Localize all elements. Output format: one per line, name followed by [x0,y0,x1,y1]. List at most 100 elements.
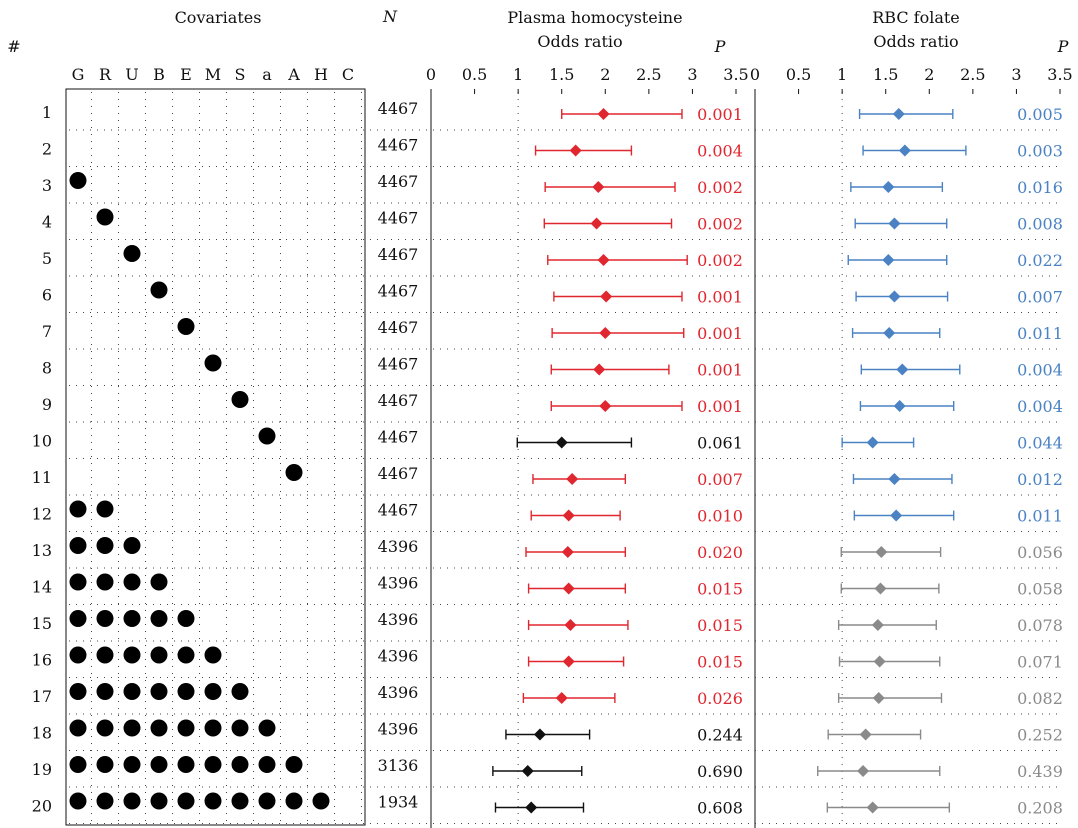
covariate-dot [258,756,276,773]
covariate-dot [69,573,87,591]
n-value: 4467 [378,318,419,337]
covariate-dot [96,610,114,627]
odds-ratio-point [599,400,612,412]
covariate-dot [150,573,168,591]
row-number: 16 [32,651,52,670]
p-value: 0.007 [1017,288,1063,307]
p-value: 0.001 [697,361,743,380]
n-value: 4396 [378,720,419,739]
axis-tick-label: 0.5 [462,65,487,84]
covariate-dot [204,683,222,700]
n-value: 4467 [378,428,419,447]
covariate-letter-M: M [205,65,221,84]
row-number: 20 [32,797,52,816]
n-value: 1934 [378,793,419,812]
covariate-dot [177,318,195,335]
covariate-dot [123,245,141,262]
odds-ratio-point [593,363,606,376]
covariate-dot [177,792,195,810]
p-value: 0.056 [1017,543,1063,562]
homocysteine-subtitle: Odds ratio [537,32,622,51]
p-value: 0.022 [1017,251,1063,270]
axis-tick-label: 1 [837,65,847,84]
n-value: 4396 [378,537,419,556]
covariate-dot [231,756,249,773]
covariate-dot [69,719,87,737]
covariate-dot [123,683,141,700]
n-value: 4467 [378,391,419,410]
p-value: 0.244 [697,726,743,745]
p-value: 0.015 [697,653,743,672]
axis-tick-label: 3 [687,65,697,84]
n-value: 4396 [378,683,419,702]
odds-ratio-point [599,327,612,339]
p-value: 0.082 [1017,689,1063,708]
odds-ratio-point [871,619,884,631]
covariate-dot [96,683,114,700]
odds-ratio-point [893,400,906,412]
odds-ratio-point [892,108,905,120]
odds-ratio-point [882,254,895,266]
covariate-letter-U: U [125,65,138,84]
odds-ratio-point [525,801,538,814]
row-number: 10 [32,432,52,451]
covariate-dot [96,573,114,591]
row-number: 5 [42,249,52,268]
covariate-dot [150,719,168,737]
axis-tick-label: 1 [513,65,523,84]
p-value: 0.439 [1017,762,1063,781]
row-number: 9 [42,395,52,414]
odds-ratio-point [555,692,568,704]
p-value: 0.002 [697,178,743,197]
odds-ratio-point [561,546,574,558]
row-number: 7 [42,322,52,341]
row-number: 14 [32,578,52,597]
p-value: 0.012 [1017,470,1063,489]
covariate-dot [285,464,303,481]
row-number: 1 [42,103,52,122]
axis-tick-label: 3 [1011,65,1021,84]
covariate-dot [177,646,195,664]
covariate-dot [150,792,168,810]
covariate-dot [96,646,114,664]
covariate-letter-E: E [180,65,192,84]
axis-tick-label: 2.5 [636,65,661,84]
odds-ratio-point [888,473,901,485]
covariate-box [65,88,366,826]
p-value: 0.608 [697,799,743,818]
axis-tick-label: 0 [426,65,436,84]
odds-ratio-point [600,290,613,303]
covariate-dot [204,354,222,372]
p-value: 0.058 [1017,580,1063,599]
p-value: 0.690 [697,762,743,781]
n-value: 4467 [378,136,419,155]
row-number: 15 [32,614,52,633]
odds-ratio-point [597,108,610,120]
covariate-dot [231,792,249,810]
odds-ratio-point [562,655,575,668]
covariate-dot [123,756,141,773]
odds-ratio-point [569,144,582,157]
p-value: 0.020 [697,543,743,562]
p-value: 0.208 [1017,799,1063,818]
p-value: 0.011 [1017,324,1063,343]
covariate-dot [312,792,330,810]
p-value: 0.026 [697,689,743,708]
odds-ratio-point [521,765,534,777]
axis-tick-label: 3.5 [1047,65,1072,84]
p-value: 0.007 [697,470,743,489]
odds-ratio-point [898,144,911,157]
row-number: 2 [42,140,52,159]
n-value: 4467 [378,172,419,191]
p-value: 0.016 [1017,178,1063,197]
odds-ratio-point [597,254,610,266]
p-value: 0.252 [1017,726,1063,745]
p-value: 0.004 [697,142,743,161]
covariate-dot [231,391,249,408]
p-value: 0.001 [697,288,743,307]
n-value: 4467 [378,464,419,483]
covariate-dot [177,610,195,627]
covariate-dot [258,792,276,810]
axis-tick-label: 3.5 [723,65,748,84]
covariate-dot [204,756,222,773]
